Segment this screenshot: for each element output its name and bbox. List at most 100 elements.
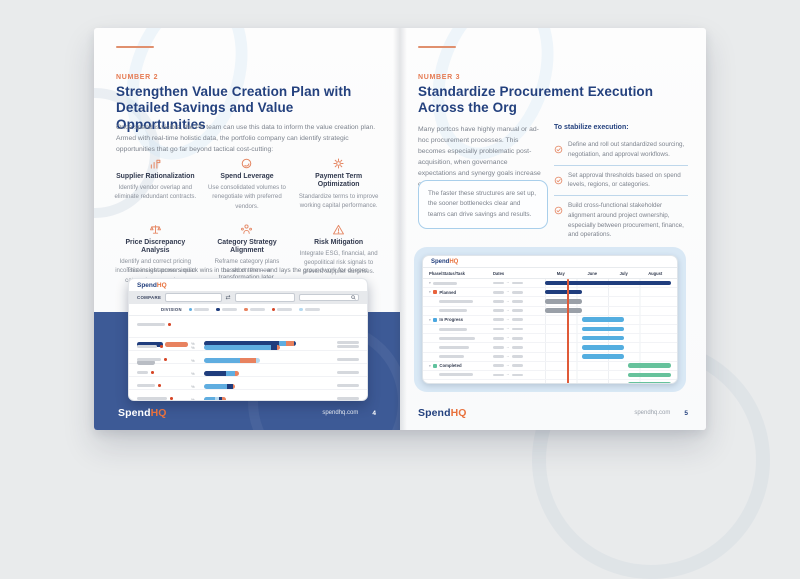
gantt-bar	[581, 326, 625, 332]
scales-icon	[114, 222, 197, 236]
gantt-month-label: July	[619, 270, 628, 276]
gantt-row: →	[423, 352, 677, 362]
checklist-text: Set approval thresholds based on spend l…	[568, 171, 681, 189]
status-color-square	[433, 290, 437, 295]
gantt-months: May June July August	[545, 271, 671, 276]
check-circle-icon	[554, 171, 563, 191]
compare-input-left	[165, 293, 222, 302]
section-eyebrow: NUMBER 2	[116, 74, 159, 81]
card-desc: Standardize terms to improve working cap…	[298, 192, 379, 209]
dashboard-legend: DIVISION	[129, 304, 367, 316]
card-title: Price Discrepancy Analysis	[125, 238, 186, 254]
chevron-down-icon: ▾	[429, 281, 431, 286]
gantt-bar	[545, 280, 671, 286]
search-input	[298, 294, 359, 301]
checklist-heading: To stabilize execution:	[554, 124, 629, 131]
legend-item	[243, 307, 265, 312]
legend-dot	[216, 307, 220, 312]
checklist-text: Build cross-functional stakeholder align…	[568, 202, 684, 239]
left-page-footer: SpendHQ spendhq.com 4	[118, 407, 376, 419]
gantt-bar	[628, 372, 671, 378]
gantt-row: →	[423, 334, 677, 344]
gantt-row: →	[423, 306, 677, 316]
status-color-square	[433, 318, 437, 322]
dashboard-row: %	[129, 390, 367, 400]
gantt-col-task: Phase/Status/Task	[429, 270, 465, 276]
logo-hq: HQ	[450, 407, 467, 419]
gantt-row: ▾ Planned →	[423, 288, 677, 298]
bar-chart-flag-icon	[114, 156, 197, 170]
gantt-group-label: Completed	[439, 363, 462, 369]
gantt-row: →	[423, 324, 677, 335]
search-icon	[351, 295, 356, 300]
gantt-row: →	[423, 370, 677, 381]
checklist-column: To stabilize execution: Define and roll …	[554, 124, 688, 245]
chevron-down-icon: ▾	[429, 317, 431, 322]
gantt-bar	[628, 381, 671, 383]
gantt-month-label: May	[556, 270, 565, 276]
gantt-col-dates: Dates	[493, 270, 505, 276]
check-circle-icon	[554, 140, 563, 160]
logo-hq: HQ	[449, 259, 459, 265]
dashboard-rows: %%%%%%	[129, 316, 367, 400]
page-title: Standardize Procurement Execution Across…	[418, 84, 654, 116]
logo-spend: Spend	[118, 407, 151, 419]
section-eyebrow: NUMBER 3	[418, 74, 461, 81]
spendhq-logo: SpendHQ	[423, 256, 677, 267]
website-url: spendhq.com	[634, 410, 671, 416]
logo-hq: HQ	[156, 282, 167, 289]
callout-box: The faster these structures are set up, …	[418, 180, 548, 230]
gantt-month-label: June	[587, 270, 598, 276]
legend-dot	[271, 307, 276, 312]
gantt-row: ▾ →	[423, 279, 677, 289]
legend-item	[271, 307, 293, 312]
today-marker-line	[567, 279, 569, 383]
gantt-row: ▾ In Progress →	[423, 315, 677, 325]
dashboard-row: %	[129, 377, 367, 390]
intro-paragraph: Once spend is visible, the PE team can u…	[116, 124, 376, 153]
stacked-bar	[204, 383, 236, 389]
accent-divider	[116, 46, 154, 48]
card-spend-leverage: Spend Leverage Use consolidated volumes …	[206, 156, 289, 211]
page-right: NUMBER 3 Standardize Procurement Executi…	[400, 28, 706, 430]
compare-input-right	[234, 293, 295, 302]
right-page-footer: SpendHQ spendhq.com 5	[418, 407, 688, 419]
gantt-bar	[581, 345, 625, 350]
warning-triangle-icon	[297, 222, 380, 236]
division-label: DIVISION	[161, 307, 182, 312]
page-title: Strengthen Value Creation Plan with Deta…	[116, 84, 352, 132]
dashboard-row: %	[129, 364, 367, 377]
legend-item	[299, 307, 320, 312]
compare-button: COMPARE	[137, 295, 162, 300]
chevron-down-icon: ▾	[429, 363, 431, 368]
gantt-row: →	[423, 380, 677, 383]
swap-icon: ⇄	[225, 294, 231, 301]
legend-dot	[299, 307, 303, 312]
page-left: NUMBER 2 Strengthen Value Creation Plan …	[94, 28, 400, 430]
gantt-bar	[545, 308, 582, 313]
gantt-month-label: August	[648, 270, 663, 276]
checklist-text: Define and roll out standardized sourcin…	[568, 141, 685, 158]
gantt-panel: SpendHQ Phase/Status/Task Dates May June J…	[414, 247, 686, 399]
spendhq-logo: SpendHQ	[118, 407, 167, 419]
gantt-chart-mockup: SpendHQ Phase/Status/Task Dates May June J…	[422, 255, 678, 384]
logo-spend: Spend	[137, 282, 157, 289]
stacked-bar	[204, 340, 296, 346]
gantt-group-label: Planned	[439, 289, 457, 295]
gantt-group-label: In Progress	[439, 317, 464, 323]
chevron-down-icon: ▾	[429, 290, 431, 295]
card-desc: Identify vendor overlap and eliminate re…	[114, 184, 197, 201]
spend-dashboard-mockup: SpendHQ COMPARE ⇄ DIVISION %%%%%%	[128, 278, 368, 401]
value-cards: Supplier Rationalization Identify vendor…	[114, 156, 380, 285]
checklist-item: Set approval thresholds based on spend l…	[554, 164, 688, 196]
logo-spend: Spend	[418, 407, 451, 419]
gantt-header: Phase/Status/Task Dates May June July Augus…	[423, 267, 677, 279]
website-url: spendhq.com	[322, 410, 359, 416]
checklist-item: Build cross-functional stakeholder align…	[554, 195, 688, 245]
check-circle-icon	[554, 201, 563, 240]
spendhq-logo: SpendHQ	[418, 407, 467, 419]
legend-item	[216, 307, 237, 312]
dashboard-row: %	[129, 316, 367, 365]
card-title: Spend Leverage	[220, 173, 274, 180]
gantt-bar	[628, 363, 671, 368]
